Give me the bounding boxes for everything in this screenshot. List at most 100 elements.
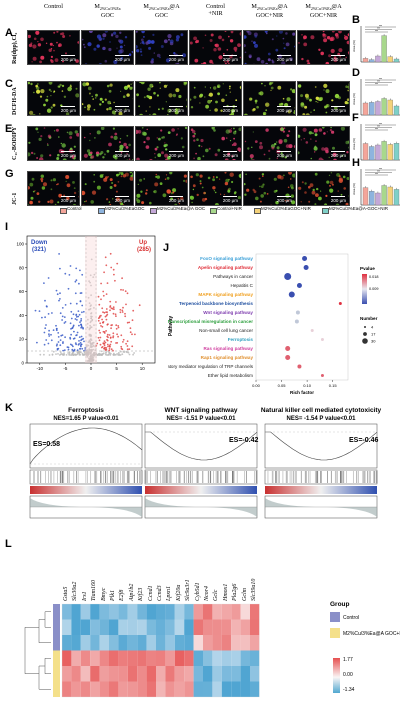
cell xyxy=(224,31,227,32)
gene-point xyxy=(88,302,91,305)
cell xyxy=(29,200,33,205)
column-header-main: M xyxy=(94,3,100,10)
gene-point xyxy=(105,348,108,351)
micrograph-tile: 200 μm xyxy=(297,126,350,161)
cell xyxy=(116,173,119,177)
gene-point xyxy=(90,258,93,261)
gene-point xyxy=(109,343,112,346)
group-annotation xyxy=(53,666,60,682)
heatmap-cell xyxy=(250,604,260,620)
scale-bar xyxy=(115,151,129,152)
gene-point xyxy=(122,338,125,341)
gene-point xyxy=(56,293,59,296)
heatmap-cell xyxy=(146,650,156,666)
cell xyxy=(308,131,313,135)
gene-point xyxy=(73,348,76,351)
scale-bar xyxy=(223,196,237,197)
column-header: M2%Cu/3%Ea@A GOC+NIR xyxy=(243,3,296,19)
cell xyxy=(202,47,204,49)
scale-bar xyxy=(61,196,75,197)
gene-point xyxy=(125,350,128,353)
cell xyxy=(165,174,168,176)
up-label: Up xyxy=(139,240,147,246)
cell xyxy=(119,144,124,150)
cell xyxy=(228,178,230,181)
cell xyxy=(202,155,205,158)
micrograph-image xyxy=(136,31,186,64)
cell xyxy=(283,47,286,50)
gene-point xyxy=(50,339,53,342)
gene-point xyxy=(81,273,84,276)
cell xyxy=(58,45,60,48)
cell xyxy=(87,42,92,47)
heatmap-cell xyxy=(250,681,260,697)
cell xyxy=(110,135,114,139)
cell xyxy=(229,91,231,93)
micrograph-tile: 200 μm xyxy=(189,81,242,116)
gene-point xyxy=(100,282,102,285)
gene-point xyxy=(90,348,93,351)
cell xyxy=(205,104,209,109)
cell xyxy=(260,185,264,188)
number-legend-label: 4 xyxy=(371,325,374,330)
cell xyxy=(85,200,87,202)
cell xyxy=(276,35,278,37)
gene-point xyxy=(70,310,73,313)
micrograph-tile: 200 μm xyxy=(81,126,134,161)
cell xyxy=(201,186,204,189)
cell xyxy=(199,180,202,183)
cell xyxy=(172,93,177,98)
cell xyxy=(223,60,226,63)
cell xyxy=(175,108,178,111)
pathway-dot xyxy=(338,302,342,305)
cell xyxy=(140,38,144,42)
cell xyxy=(175,38,179,42)
micrograph-image xyxy=(28,127,79,160)
gene-point xyxy=(120,350,122,353)
gene-point xyxy=(104,315,107,318)
gene-point xyxy=(131,345,134,348)
cell xyxy=(308,200,311,203)
cell xyxy=(96,153,99,157)
cell xyxy=(83,46,86,49)
gene-point xyxy=(128,321,131,324)
cell xyxy=(146,136,150,141)
gene-point xyxy=(116,262,119,265)
cell xyxy=(31,177,35,181)
scale-bar xyxy=(61,55,75,56)
cell xyxy=(338,31,342,34)
heatmap-cell xyxy=(146,619,156,635)
cell xyxy=(284,156,287,159)
cell xyxy=(318,48,321,51)
down-count: (321) xyxy=(32,247,46,253)
number-legend-dot xyxy=(362,338,368,344)
heatmap-cell xyxy=(146,604,156,620)
cell xyxy=(190,106,194,109)
cell xyxy=(330,36,335,41)
cell xyxy=(52,44,54,47)
gene-point xyxy=(79,269,81,272)
cell xyxy=(36,64,39,65)
cell xyxy=(278,140,283,145)
panel-label: D xyxy=(352,67,360,79)
gene-point xyxy=(119,311,122,314)
heatmap-cell xyxy=(127,666,138,682)
cell xyxy=(165,148,168,151)
pvalue-colorbar xyxy=(362,274,367,304)
cell xyxy=(111,182,114,184)
cell xyxy=(40,37,44,42)
gene-point xyxy=(121,277,123,280)
gene-point xyxy=(66,346,69,348)
heatmap-cell xyxy=(184,650,194,666)
cell xyxy=(104,31,108,33)
cell xyxy=(193,36,197,41)
gene-point xyxy=(110,340,113,343)
cell xyxy=(290,178,292,180)
cell xyxy=(301,181,304,184)
number-legend-title: Number xyxy=(360,316,378,321)
cell xyxy=(136,157,140,160)
cell xyxy=(284,199,287,202)
pvalue-legend-title: Pvalue xyxy=(360,266,375,271)
cell xyxy=(118,111,123,115)
gene-point xyxy=(99,336,102,339)
